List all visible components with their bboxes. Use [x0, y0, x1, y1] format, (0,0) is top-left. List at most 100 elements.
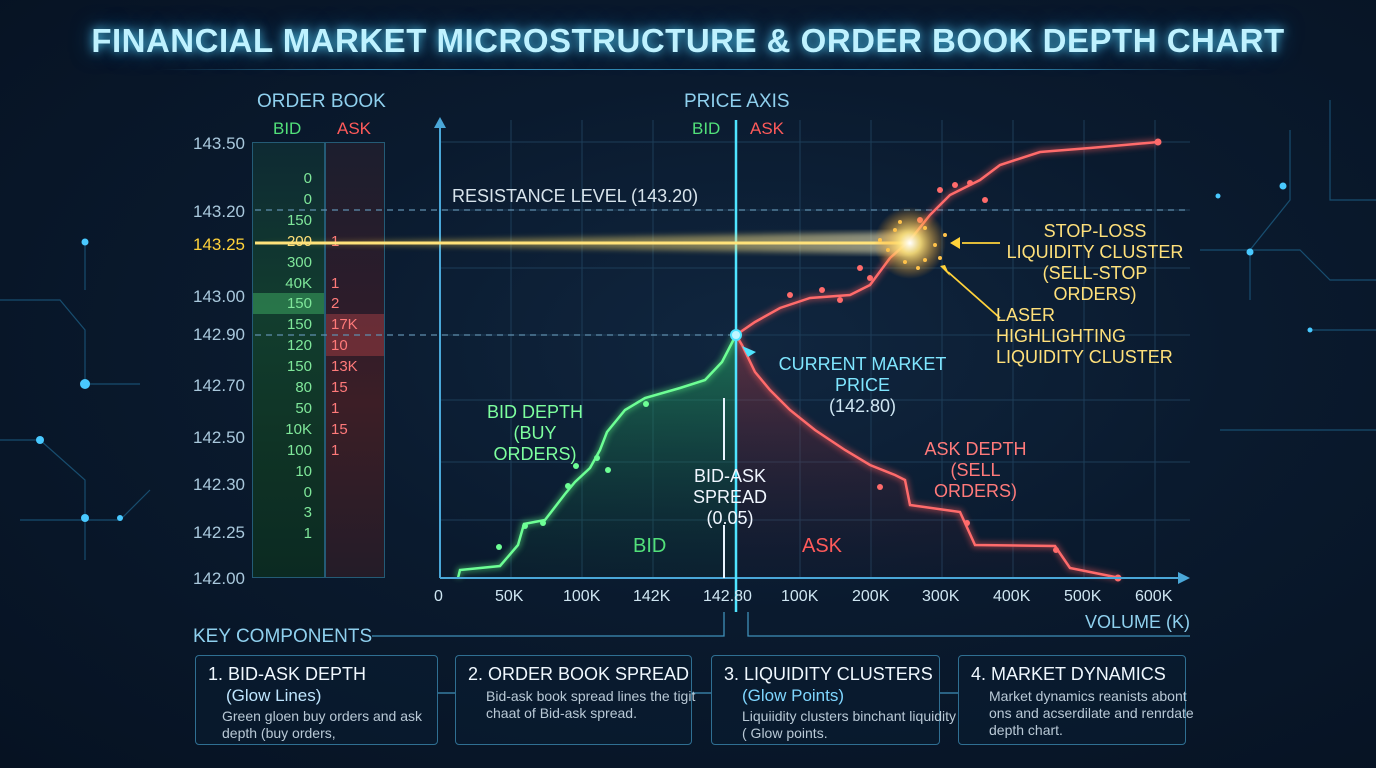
- order-book-bid-cell: 0: [303, 190, 312, 208]
- x-tick-0: 0: [434, 588, 443, 605]
- price-level-143-50: 143.50: [193, 134, 245, 153]
- price-level-142-00: 142.00: [193, 569, 245, 588]
- annotation-arrows: [940, 237, 1001, 319]
- x-tick-500k: 500K: [1064, 588, 1102, 605]
- order-book-highlight-row: [253, 293, 324, 314]
- price-level-143-20: 143.20: [193, 202, 245, 221]
- x-tick-142k: 142K: [633, 588, 671, 605]
- order-book-bid-cell: 150: [286, 295, 312, 313]
- price-level-143-00: 143.00: [193, 287, 245, 306]
- order-book-bid-cell: 40K: [285, 274, 312, 292]
- price-level-143-25: 143.25: [193, 235, 245, 254]
- page-title: FINANCIAL MARKET MICROSTRUCTURE & ORDER …: [91, 22, 1285, 59]
- order-book-bid-cell: 100: [286, 441, 312, 459]
- ask-depth-fill: [736, 335, 1120, 578]
- order-book-ask-cell: 17K: [331, 316, 358, 334]
- ask-depth-curve: [734, 334, 1121, 580]
- volume-axis-label: VOLUME (K): [1085, 612, 1191, 632]
- price-level-142-70: 142.70: [193, 376, 245, 395]
- liquidity-cluster-points: [878, 220, 947, 270]
- order-book-bid-column: [252, 142, 325, 578]
- component-card-2: 2. ORDER BOOK SPREAD Bid-ask book spread…: [455, 655, 695, 745]
- x-tick-100k: 100K: [563, 588, 601, 605]
- x-tick-300k: 300K: [922, 588, 960, 605]
- order-book-ask-cell: 10: [331, 337, 348, 355]
- region-ask-label: ASK: [802, 535, 843, 557]
- order-book-ask-cell: 1: [331, 441, 340, 459]
- chart-axes: [434, 117, 1190, 584]
- component-1-title: 1. BID-ASK DEPTH: [208, 664, 367, 684]
- order-book-bid-cell: 3: [303, 504, 312, 522]
- order-book-bid-cell: 0: [303, 483, 312, 501]
- bid-depth-label: BID DEPTH (BUY ORDERS): [470, 402, 600, 465]
- bid-depth-line-2: (BUY ORDERS): [493, 423, 577, 464]
- price-level-142-30: 142.30: [193, 475, 245, 494]
- order-book-bid-cell: 50: [295, 399, 312, 417]
- order-book-ask-cell: 2: [331, 295, 340, 313]
- x-tick-50k: 50K: [495, 588, 524, 605]
- component-card-1: 1. BID-ASK DEPTH (Glow Lines) Green gloe…: [195, 655, 438, 745]
- x-tick-mid-price: 142.80: [703, 588, 752, 605]
- component-card-3: 3. LIQUIDITY CLUSTERS (Glow Points) Liqu…: [711, 655, 956, 745]
- order-book-bid-cell: 10: [295, 462, 312, 480]
- order-book-ask-column: [325, 142, 385, 578]
- stop-loss-label: STOP-LOSS LIQUIDITY CLUSTER (SELL-STOP O…: [1000, 221, 1190, 305]
- current-price-line-1: CURRENT MARKET PRICE: [778, 354, 947, 395]
- x-tick-200k: 200K: [852, 588, 890, 605]
- component-card-4: 4. MARKET DYNAMICS Market dynamics reani…: [958, 655, 1194, 745]
- component-2-title: 2. ORDER BOOK SPREAD: [468, 664, 690, 684]
- ask-depth-line-2: (SELL ORDERS): [933, 460, 1017, 501]
- order-book-ask-cell: 1: [331, 232, 340, 250]
- order-book-bid-cell: 1: [303, 525, 312, 543]
- ask-points: [787, 138, 1162, 582]
- current-price-label: CURRENT MARKET PRICE (142.80): [750, 354, 975, 417]
- order-book-bid-cell: 200: [286, 232, 312, 250]
- stop-loss-line-1: STOP-LOSS: [1043, 221, 1147, 241]
- bid-depth-line-1: BID DEPTH: [486, 402, 583, 422]
- component-4-body: Market dynamics reanists abont ons and a…: [989, 688, 1194, 738]
- order-book-bid-cell: 10K: [285, 420, 312, 438]
- x-tick-ask-100k: 100K: [781, 588, 819, 605]
- order-book-ask-cell: 13K: [331, 358, 358, 376]
- price-level-142-90: 142.90: [193, 325, 245, 344]
- order-book-ask-cell: 15: [331, 379, 348, 396]
- component-3-title: 3. LIQUIDITY CLUSTERS: [724, 664, 933, 684]
- x-tick-400k: 400K: [993, 588, 1031, 605]
- order-book-ask-cell: 15: [331, 420, 348, 438]
- resistance-label: RESISTANCE LEVEL (143.20): [452, 186, 699, 206]
- order-book-bid-cell: 120: [286, 337, 312, 355]
- price-level-142-25: 142.25: [193, 523, 245, 542]
- price-level-142-50: 142.50: [193, 428, 245, 447]
- spread-line-2: SPREAD: [692, 487, 768, 507]
- key-components-connector: [372, 612, 1190, 637]
- order-book-bid-cell: 150: [286, 211, 312, 229]
- chart-ask-label: ASK: [750, 119, 785, 138]
- order-book-bid-cell: 80: [295, 379, 312, 396]
- price-axis-label: PRICE AXIS: [684, 91, 790, 112]
- laser-label: LASER HIGHLIGHTING LIQUIDITY CLUSTER: [996, 305, 1190, 368]
- spread-line-3: (0.05): [706, 508, 754, 528]
- ask-depth-label: ASK DEPTH (SELL ORDERS): [908, 439, 1043, 502]
- current-price-line-2: (142.80): [828, 396, 897, 416]
- bid-depth-curve: [456, 334, 738, 579]
- order-book-header: ORDER BOOK: [257, 91, 386, 112]
- order-book-bid-cell: 150: [286, 358, 312, 376]
- title-divider: [160, 69, 1220, 70]
- stop-loss-line-3: (SELL-STOP ORDERS): [1042, 263, 1148, 304]
- component-3-body: Liquiidity clusters binchant liquidity (…: [742, 708, 956, 741]
- spread-line-1: BID-ASK: [693, 466, 767, 486]
- order-book-bid-cell: 0: [303, 170, 312, 187]
- laser-line-2: LIQUIDITY CLUSTER: [996, 347, 1173, 367]
- bid-points: [496, 401, 649, 550]
- x-tick-600k: 600K: [1135, 588, 1173, 605]
- order-book-ask-cell: 1: [331, 274, 340, 292]
- order-book-ask-label: ASK: [337, 119, 372, 138]
- spread-label: BID-ASK SPREAD (0.05): [690, 466, 770, 529]
- order-book-bid-label: BID: [273, 119, 302, 138]
- laser-line-1: LASER HIGHLIGHTING: [996, 305, 1127, 346]
- order-book-bid-cell: 300: [286, 253, 312, 271]
- component-3-subtitle: (Glow Points): [742, 686, 845, 705]
- order-book-ask-cell: 1: [331, 399, 340, 417]
- region-bid-label: BID: [633, 535, 667, 557]
